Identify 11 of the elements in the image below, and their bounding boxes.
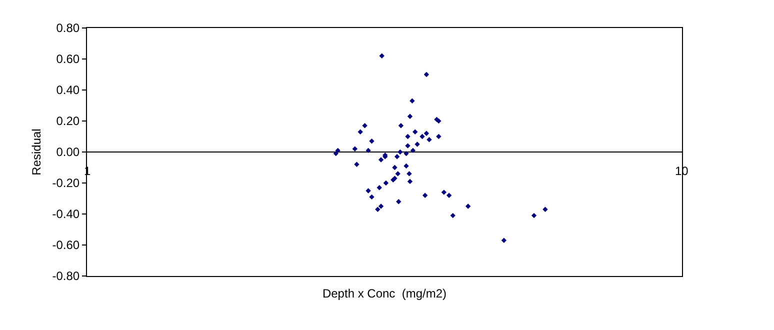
y-tick-label: 0.60 — [56, 52, 80, 66]
y-tick-label: -0.60 — [52, 238, 80, 252]
y-tick-label: 0.00 — [56, 145, 80, 160]
y-tick-label: -0.40 — [52, 207, 80, 222]
x-axis-title: Depth x Conc (mg/m2) — [322, 286, 447, 300]
y-tick-label: -0.80 — [52, 269, 80, 284]
y-tick-label: 0.20 — [56, 114, 80, 128]
y-tick-label: 0.80 — [56, 21, 80, 36]
y-tick-label: 0.40 — [56, 83, 80, 98]
y-axis-title: Residual — [30, 128, 44, 176]
y-tick-label: -0.20 — [52, 176, 80, 190]
